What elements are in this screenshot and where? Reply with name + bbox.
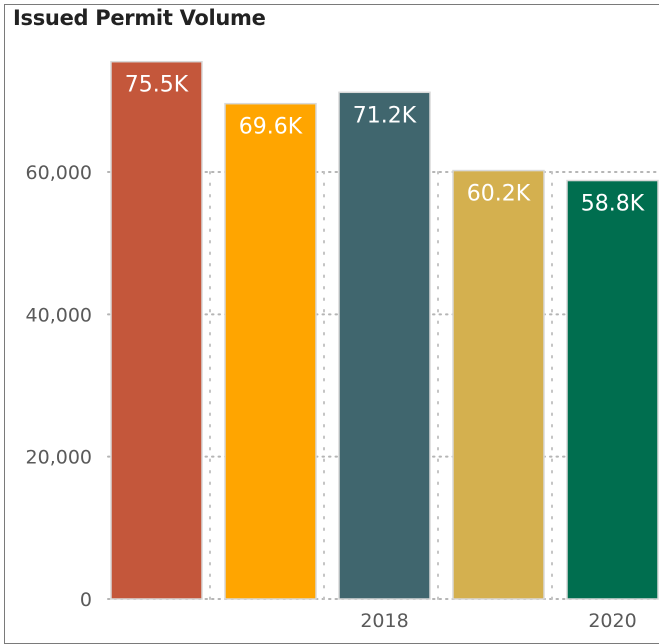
bar-2018[interactable] xyxy=(338,91,431,600)
bar-2019[interactable] xyxy=(452,169,545,600)
bar-2017[interactable] xyxy=(224,102,317,600)
y-tick-label: 20,000 xyxy=(26,447,92,469)
data-label-2019: 60.2K xyxy=(467,182,531,207)
x-tick-label: 2018 xyxy=(360,610,408,632)
bar-2016[interactable] xyxy=(110,60,203,600)
data-label-2018: 71.2K xyxy=(353,103,417,128)
x-tick-label: 2020 xyxy=(588,610,636,632)
bar-2020[interactable] xyxy=(566,179,659,600)
y-tick-label: 40,000 xyxy=(26,304,92,326)
axes: 0 20,000 40,000 60,000 2018 2020 xyxy=(26,162,637,632)
bars xyxy=(110,60,659,600)
chart-title: Issued Permit Volume xyxy=(13,6,266,30)
y-tick-label: 60,000 xyxy=(26,162,92,184)
data-label-2016: 75.5K xyxy=(125,73,189,98)
data-label-2017: 69.6K xyxy=(239,115,303,140)
data-labels: 75.5K 69.6K 71.2K 60.2K 58.8K xyxy=(125,73,645,217)
y-tick-label: 0 xyxy=(80,589,92,611)
data-label-2020: 58.8K xyxy=(581,192,645,217)
